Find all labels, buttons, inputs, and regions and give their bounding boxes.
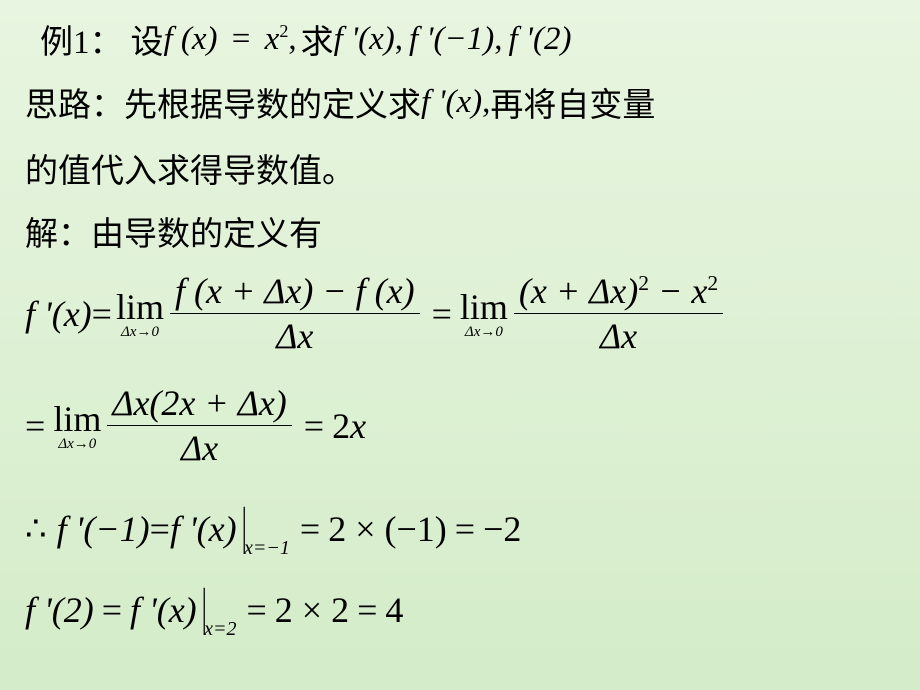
formula-1: f '(x) = lim Δx→0 f (x + Δx) − f (x) Δx … (25, 270, 895, 357)
eval-bar-1: | (241, 497, 246, 556)
fprime-2: f '(2) (509, 21, 572, 58)
frac-3: Δx(2x + Δx) Δx (107, 382, 291, 469)
comma-2: , (395, 21, 403, 58)
comma-3: , (494, 21, 502, 58)
eq-10: = (357, 589, 377, 631)
text-2a: 思路：先根据导数的定义求 (25, 78, 421, 126)
calc-neg1: 2 × (−1) (328, 508, 447, 550)
eq-5: = (150, 508, 170, 550)
formula-4: f '(2) = f '(x) | x=2 = 2 × 2 = 4 (25, 580, 895, 639)
eq-7: = (455, 508, 475, 550)
lim-2: lim Δx→0 (460, 286, 508, 341)
text-line-2: 思路：先根据导数的定义求 f '(x) , 再将自变量 (25, 78, 895, 126)
text-line-4: 解：由导数的定义有 (25, 207, 895, 255)
eq-8: = (102, 589, 122, 631)
eval-sub-2: x=2 (204, 618, 236, 641)
eq-4: = (304, 405, 324, 447)
word-find: 求 (301, 15, 334, 63)
comma-1: , (288, 21, 296, 58)
fx-def: f (x) = x2 (164, 21, 289, 58)
fpx-eval2: f '(x) (130, 589, 197, 631)
res-4: 4 (385, 589, 403, 631)
eq-6: = (300, 508, 320, 550)
therefore-symbol: ∴ (25, 509, 47, 549)
eq-1: = (92, 293, 112, 335)
eq-2: = (432, 293, 452, 335)
eq-9: = (246, 589, 266, 631)
result-2x: 2x (332, 405, 366, 447)
lim-3: lim Δx→0 (53, 398, 101, 453)
text-3: 的值代入求得导数值。 (25, 144, 355, 192)
res-neg2: −2 (483, 508, 521, 550)
eval-bar-2: | (201, 578, 206, 637)
fp2-lhs: f '(2) (25, 589, 94, 631)
title-line: 例1： 设 f (x) = x2 , 求 f '(x) , f '(−1) , … (40, 15, 895, 63)
text-line-3: 的值代入求得导数值。 (25, 144, 895, 192)
text-4: 解：由导数的定义有 (25, 207, 322, 255)
eval-sub-1: x=−1 (244, 537, 290, 560)
formula-3: ∴ f '(−1) = f '(x) | x=−1 = 2 × (−1) = −… (25, 499, 895, 558)
fprime-neg1: f '(−1) (409, 21, 494, 58)
eq-3: = (25, 405, 45, 447)
fpx-lhs: f '(x) (25, 293, 92, 335)
calc-2: 2 × 2 (275, 589, 349, 631)
slide: 例1： 设 f (x) = x2 , 求 f '(x) , f '(−1) , … (0, 0, 920, 690)
comma-inline: , (482, 84, 490, 121)
fp-neg1-lhs: f '(−1) (57, 508, 150, 550)
frac-2: (x + Δx)2 − x2 Δx (514, 270, 723, 357)
frac-1: f (x + Δx) − f (x) Δx (170, 270, 420, 357)
fpx-eval1: f '(x) (170, 508, 237, 550)
fprime-inline: f '(x) (421, 84, 482, 121)
formula-2: = lim Δx→0 Δx(2x + Δx) Δx = 2x (25, 382, 895, 469)
example-label: 例1： (40, 15, 123, 63)
word-set: 设 (131, 15, 164, 63)
fprime-x: f '(x) (334, 21, 395, 58)
lim-1: lim Δx→0 (116, 286, 164, 341)
text-2b: 再将自变量 (490, 78, 655, 126)
